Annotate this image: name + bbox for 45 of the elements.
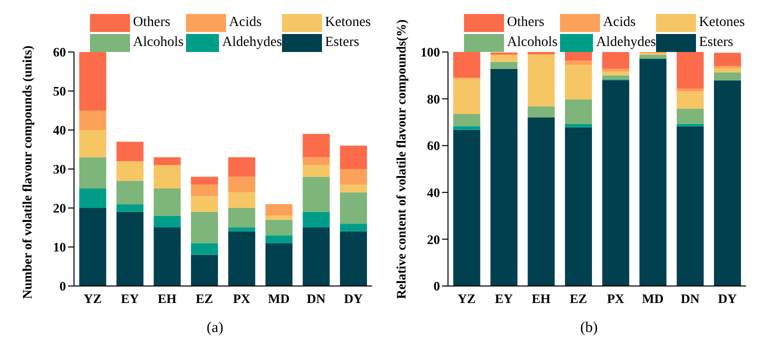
legend-label: Aldehydes [596, 35, 656, 51]
x-tick-label: PX [232, 291, 251, 306]
x-tick-label: EH [158, 291, 177, 306]
x-tick-label: MD [268, 291, 290, 306]
y-tick-label: 80 [427, 91, 440, 106]
text: (a) [206, 320, 224, 337]
legend-label: Ketones [325, 15, 371, 31]
y-tick-label: 30 [53, 162, 66, 177]
text: (b) [579, 320, 599, 337]
y-tick-label: 10 [53, 240, 66, 255]
legend-label: Alcohols [133, 35, 184, 51]
y-axis-title: Number of volatile flavour compounds (units) [20, 46, 35, 299]
y-tick-label: 50 [53, 84, 66, 99]
y-tick-label: 20 [427, 232, 440, 247]
legend-label: Others [507, 15, 544, 31]
legend-label: Ketones [699, 15, 745, 31]
legend-label: Acids [603, 15, 636, 31]
y-tick-label: 40 [427, 185, 440, 200]
y-tick-label: 60 [427, 138, 440, 154]
x-tick-label: EZ [570, 291, 588, 306]
y-tick-label: 60 [53, 44, 66, 60]
x-tick-label: PX [606, 291, 625, 306]
legend-label: Acids [229, 15, 262, 31]
x-tick-label: MD [642, 291, 664, 306]
y-axis-title: Relative content of volatile flavour compounds(%) [394, 19, 409, 299]
legend-label: Esters [699, 35, 734, 51]
x-tick-label: EZ [196, 291, 214, 306]
y-tick-label: 100 [420, 44, 440, 60]
x-tick-label: DN [306, 291, 326, 306]
x-tick-label: EY [494, 291, 514, 306]
x-tick-label: EH [532, 291, 551, 306]
y-tick-label: 0 [434, 278, 440, 294]
y-tick-label: 0 [60, 278, 66, 294]
legend-label: Alcohols [507, 35, 558, 51]
y-tick-label: 40 [53, 122, 66, 138]
y-tick-label: 20 [53, 200, 66, 216]
x-tick-label: DY [344, 291, 364, 306]
x-tick-label: YZ [458, 291, 476, 306]
legend-label: Aldehydes [222, 35, 282, 51]
legend-label: Esters [325, 35, 360, 51]
x-tick-label: YZ [84, 291, 102, 306]
x-tick-label: DN [680, 291, 700, 306]
x-tick-label: DY [718, 291, 738, 306]
x-tick-label: EY [120, 291, 140, 306]
legend-label: Others [133, 15, 170, 31]
